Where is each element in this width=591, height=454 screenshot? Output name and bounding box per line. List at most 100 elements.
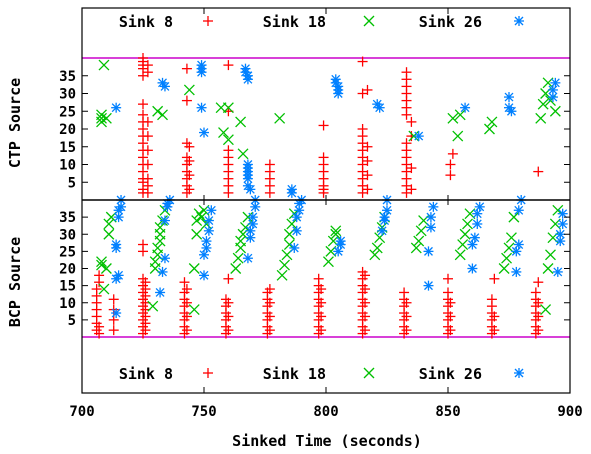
bcp-point-0-103 xyxy=(401,311,412,322)
bcp-point-1-28 xyxy=(235,235,247,247)
ctp-point-0-25 xyxy=(142,116,153,127)
bcp-point-0-111 xyxy=(443,287,453,298)
xtick-label-800: 800 xyxy=(313,404,338,420)
ctp-point-0-27 xyxy=(142,60,153,71)
bcp-point-0-132 xyxy=(533,325,544,336)
bcp-point-2-36 xyxy=(333,246,344,257)
ctp-point-1-16 xyxy=(447,112,459,124)
ctp-point-1-5 xyxy=(152,105,164,117)
bcp-point-1-55 xyxy=(459,228,471,240)
top-legend-swatches-swatch-0 xyxy=(203,16,213,26)
ctp-point-2-4 xyxy=(196,67,207,78)
bcp-point-1-42 xyxy=(330,228,342,240)
bcp-point-2-19 xyxy=(201,236,212,247)
top-legend-swatches-swatch-2 xyxy=(514,16,524,26)
bcp-point-0-75 xyxy=(313,273,324,284)
bcp-point-2-46 xyxy=(425,222,436,233)
ctp-point-0-40 xyxy=(184,141,195,152)
top-panel-ylabel: CTP Source xyxy=(6,78,24,168)
bcp-point-0-133 xyxy=(533,311,544,322)
bcp-point-2-63 xyxy=(557,218,568,229)
bcp-point-1-0 xyxy=(96,259,107,271)
bcp-point-0-91 xyxy=(360,311,371,322)
bcp-point-1-49 xyxy=(410,242,422,254)
bcp-point-1-5 xyxy=(103,218,115,230)
bcp-ytick-label-20: 20 xyxy=(59,262,76,278)
ctp-point-0-13 xyxy=(138,99,148,110)
ctp-point-1-11 xyxy=(222,134,234,146)
bcp-point-0-53 xyxy=(223,311,234,322)
x-axis-title: Sinked Time (seconds) xyxy=(232,432,422,450)
ctp-point-2-35 xyxy=(550,77,561,88)
ctp-point-0-21 xyxy=(142,173,153,184)
ctp-point-2-30 xyxy=(504,92,514,103)
ctp-point-0-12 xyxy=(138,109,148,120)
ctp-series-sink-8 xyxy=(138,53,544,198)
bcp-point-1-65 xyxy=(545,249,556,261)
bcp-point-1-43 xyxy=(330,225,342,237)
ctp-point-2-20 xyxy=(286,187,297,198)
bcp-point-1-9 xyxy=(149,256,161,268)
ctp-point-0-99 xyxy=(445,170,456,181)
bcp-point-2-47 xyxy=(425,212,436,223)
ctp-point-1-18 xyxy=(454,109,466,121)
bcp-point-2-22 xyxy=(206,205,217,216)
ctp-point-1-14 xyxy=(274,112,286,124)
bcp-point-1-58 xyxy=(498,263,510,274)
bcp-point-0-45 xyxy=(181,284,192,295)
bcp-point-1-51 xyxy=(415,225,427,237)
bcp-point-2-12 xyxy=(159,215,170,226)
bcp-point-0-94 xyxy=(360,270,371,281)
ctp-point-0-74 xyxy=(357,56,368,67)
bcp-point-2-55 xyxy=(511,266,522,277)
bcp-point-2-38 xyxy=(335,236,346,247)
ctp-point-0-54 xyxy=(264,159,275,170)
bottom-legend: Sink 8 Sink 18 Sink 26 xyxy=(119,365,524,383)
ctp-point-2-29 xyxy=(460,102,471,113)
ctp-point-2-28 xyxy=(413,131,424,142)
ctp-point-1-12 xyxy=(235,116,247,128)
bcp-point-1-46 xyxy=(374,232,386,244)
ctp-point-1-10 xyxy=(222,102,234,114)
bcp-point-0-11 xyxy=(108,325,119,336)
ctp-point-1-3 xyxy=(98,59,110,71)
top-legend-label-sink-26: Sink 26 xyxy=(419,13,482,31)
bcp-point-0-79 xyxy=(316,284,327,295)
ctp-point-0-35 xyxy=(181,95,192,106)
bcp-point-0-14 xyxy=(108,294,119,305)
bcp-point-0-43 xyxy=(181,311,192,322)
bcp-point-0-131 xyxy=(530,287,541,298)
ctp-point-0-36 xyxy=(181,63,192,74)
bcp-point-2-57 xyxy=(513,239,524,250)
ctp-point-1-1 xyxy=(96,112,107,124)
ctp-point-0-78 xyxy=(362,141,373,152)
bcp-point-1-45 xyxy=(371,242,383,254)
ctp-ytick-label-30: 30 xyxy=(59,87,76,103)
ctp-ytick-label-20: 20 xyxy=(59,122,76,138)
bcp-series-sink-26 xyxy=(111,195,568,319)
bcp-point-1-4 xyxy=(103,228,115,240)
bcp-point-2-3 xyxy=(113,212,124,223)
bcp-point-0-121 xyxy=(486,294,497,305)
bcp-point-0-113 xyxy=(445,325,456,336)
bcp-point-1-53 xyxy=(454,249,466,261)
bcp-point-1-56 xyxy=(462,218,473,230)
bcp-point-1-62 xyxy=(508,211,520,223)
bcp-point-1-2 xyxy=(98,283,110,295)
bcp-series-sink-8 xyxy=(91,239,544,339)
ctp-point-0-101 xyxy=(447,148,458,159)
ctp-ytick-label-10: 10 xyxy=(59,158,76,174)
ctp-point-0-39 xyxy=(184,155,195,166)
bcp-point-2-44 xyxy=(423,280,434,291)
bcp-point-2-48 xyxy=(428,201,439,212)
bcp-point-1-54 xyxy=(457,239,469,250)
bcp-point-2-64 xyxy=(557,208,568,219)
ctp-point-2-25 xyxy=(333,88,344,99)
bottom-legend-label-sink-8: Sink 8 xyxy=(119,365,173,383)
bcp-ytick-label-25: 25 xyxy=(59,244,76,260)
ctp-point-1-26 xyxy=(549,105,561,117)
bcp-point-0-90 xyxy=(360,325,371,336)
ctp-point-1-17 xyxy=(452,130,464,142)
bcp-point-1-20 xyxy=(191,215,203,227)
bottom-legend-swatches xyxy=(203,367,524,379)
